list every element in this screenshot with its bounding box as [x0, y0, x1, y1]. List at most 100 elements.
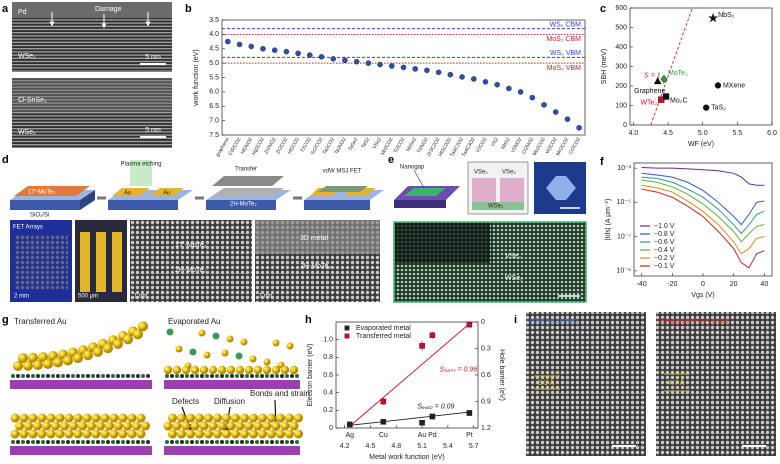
atom — [245, 440, 249, 444]
data-point — [318, 54, 325, 60]
atom — [170, 440, 174, 444]
atom — [231, 413, 240, 423]
atom — [76, 440, 80, 444]
atom — [285, 413, 294, 423]
atom — [285, 429, 294, 439]
data-point — [365, 60, 372, 66]
substrate — [10, 380, 152, 389]
data-point — [529, 94, 536, 101]
data-point — [400, 64, 407, 71]
y-tick-label: 400 — [615, 44, 627, 51]
atom — [177, 413, 186, 423]
atom — [215, 440, 219, 444]
atom — [136, 429, 146, 439]
legend-label: −0.8 V — [654, 231, 675, 238]
atom — [189, 348, 197, 356]
panel-a: a Pd Damage WSe₂ 5 nm Cl-SnSe₂ WSe₂ 5 nm — [2, 2, 172, 148]
reference-label: WS₂ CBM — [550, 21, 582, 28]
atom — [46, 440, 50, 444]
substrate — [10, 200, 80, 210]
x-tick-label: 5.7 — [469, 443, 479, 450]
atom — [141, 421, 150, 431]
data-point — [307, 52, 313, 58]
atom — [24, 421, 33, 431]
legend-swatch — [344, 333, 350, 339]
atom — [272, 339, 280, 347]
electrode — [112, 232, 122, 292]
atom — [146, 440, 150, 444]
data-point — [295, 50, 301, 57]
atom — [15, 421, 24, 431]
atom — [220, 374, 224, 378]
channel — [318, 186, 368, 192]
atom — [141, 374, 145, 378]
atom — [51, 374, 55, 378]
y-tick-label: 3.5 — [209, 17, 219, 24]
atom — [16, 374, 20, 378]
atom — [180, 374, 184, 378]
data-point — [576, 125, 582, 131]
data-point — [380, 398, 387, 405]
data-point — [653, 77, 662, 85]
series-line — [641, 166, 765, 186]
atom — [81, 440, 85, 444]
atom — [235, 421, 245, 431]
metal-region — [255, 220, 380, 254]
x-axis-label: Metal work function (eV) — [369, 454, 444, 461]
atom — [185, 440, 189, 444]
label: 1T′-MoTe₂ — [28, 190, 56, 196]
point-label: NbS₂ — [718, 12, 735, 19]
atom — [11, 374, 15, 378]
atom — [41, 440, 45, 444]
atom — [71, 440, 75, 444]
y-tick-label: 100 — [615, 102, 627, 109]
y-tick-label: 10⁻⁷ — [617, 233, 631, 240]
atom — [61, 374, 65, 378]
x-tick-label: 0 — [701, 281, 705, 288]
atom — [73, 429, 83, 439]
y-tick-label: 10⁻⁵ — [617, 199, 631, 206]
atom — [106, 440, 110, 444]
atom — [105, 421, 114, 431]
atom — [195, 429, 204, 439]
atom — [240, 440, 244, 444]
atom — [26, 374, 30, 378]
atom — [123, 334, 133, 345]
label: Nanogap — [400, 165, 425, 171]
atom — [111, 440, 115, 444]
atom — [294, 413, 303, 423]
atom — [280, 365, 290, 375]
label: Au — [163, 191, 170, 197]
atom — [255, 440, 259, 444]
x-tick-label: NbS2 — [500, 136, 512, 150]
atom — [231, 429, 240, 439]
label: FET Arrays — [13, 225, 43, 231]
atom — [199, 421, 209, 431]
x-tick-label: VS2 — [490, 136, 500, 147]
atom — [235, 352, 243, 360]
atom — [86, 440, 90, 444]
atom — [253, 365, 263, 375]
x-tick-label: 4.2 — [340, 443, 350, 450]
atom — [73, 353, 83, 364]
y-tick-label: 7.0 — [209, 117, 219, 124]
reference-label: MoS₂ VBM — [547, 65, 581, 72]
panel-letter: h — [305, 314, 312, 326]
atom — [210, 374, 214, 378]
atom — [146, 374, 150, 378]
atom — [217, 365, 227, 375]
atom — [55, 429, 65, 439]
tem-image — [526, 312, 646, 456]
data-point — [419, 343, 425, 349]
atom — [103, 343, 113, 354]
y2-tick-label: 1.2 — [481, 425, 491, 432]
atom — [133, 329, 143, 340]
layer — [14, 186, 90, 196]
point-label: Mo₂C — [670, 97, 688, 104]
label: VSe₂ — [502, 170, 516, 176]
substrate — [80, 190, 95, 210]
atom — [28, 352, 38, 363]
atom — [244, 365, 254, 375]
atom — [280, 374, 284, 378]
